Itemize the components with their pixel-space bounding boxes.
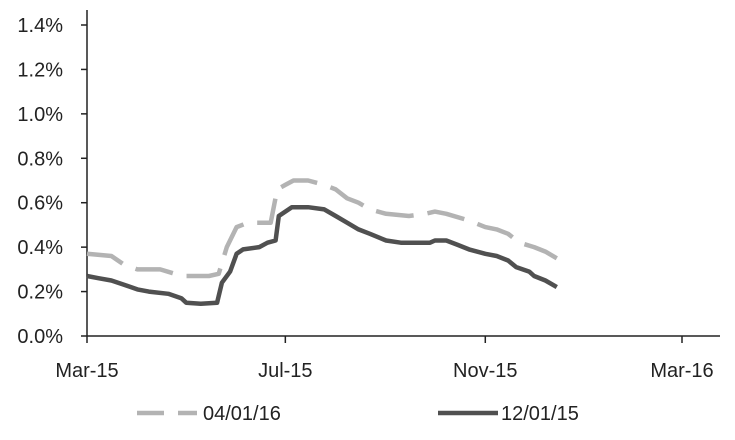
x-tick-label: Mar-15 xyxy=(55,360,118,382)
legend: 04/01/16 12/01/15 xyxy=(137,403,579,425)
y-tick-label: 0.2% xyxy=(17,282,63,304)
legend-label-1: 04/01/16 xyxy=(203,403,281,425)
y-axis-tick-marks xyxy=(81,24,87,337)
x-axis-tick-marks xyxy=(86,336,683,343)
series-line-1 xyxy=(86,178,558,279)
legend-label-2: 12/01/15 xyxy=(501,403,579,425)
y-tick-label: 0.4% xyxy=(17,237,63,259)
series-line-2 xyxy=(86,204,558,307)
y-tick-label: 0.0% xyxy=(17,326,63,348)
y-tick-label: 1.2% xyxy=(17,59,63,81)
series-lines xyxy=(86,178,558,307)
y-tick-label: 1.4% xyxy=(17,15,63,37)
x-axis-tick-labels: Mar-15 Jul-15 Nov-15 Mar-16 xyxy=(55,360,713,382)
x-tick-label: Jul-15 xyxy=(258,360,312,382)
y-tick-label: 1.0% xyxy=(17,104,63,126)
x-tick-label: Mar-16 xyxy=(650,360,713,382)
y-tick-label: 0.8% xyxy=(17,148,63,170)
y-tick-label: 0.6% xyxy=(17,193,63,215)
x-tick-label: Nov-15 xyxy=(453,360,517,382)
y-axis-tick-labels: 0.0% 0.2% 0.4% 0.6% 0.8% 1.0% 1.2% 1.4% xyxy=(17,15,63,348)
